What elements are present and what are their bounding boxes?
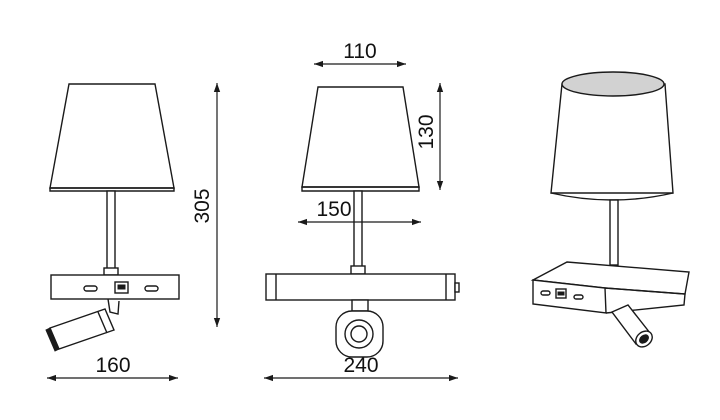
- front-view: [45, 83, 180, 352]
- dim-label-305: 305: [191, 188, 214, 223]
- dim-label-240: 240: [343, 354, 378, 377]
- front-view-shade: [49, 83, 175, 189]
- side-view-base: [265, 273, 456, 301]
- front-view-usb-right: [144, 285, 159, 292]
- perspective-view: [530, 71, 690, 348]
- dim-label-150: 150: [316, 198, 351, 221]
- perspective-view-shade-opening: [561, 71, 665, 97]
- side-view: [265, 86, 460, 358]
- side-view-stem: [353, 190, 363, 272]
- front-view-spotlight: [45, 298, 120, 352]
- dim-label-130: 130: [415, 114, 438, 149]
- dim-label-160: 160: [95, 354, 130, 377]
- side-view-shade: [301, 86, 420, 188]
- side-view-spotlight: [335, 299, 384, 358]
- dimension-lines: [47, 60, 458, 382]
- perspective-view-spotlight: [610, 304, 653, 348]
- dim-label-110: 110: [343, 40, 376, 63]
- perspective-view-stem: [609, 199, 619, 266]
- front-view-usb-left: [83, 285, 98, 292]
- perspective-view-shade: [550, 83, 674, 194]
- front-view-stem: [106, 190, 116, 276]
